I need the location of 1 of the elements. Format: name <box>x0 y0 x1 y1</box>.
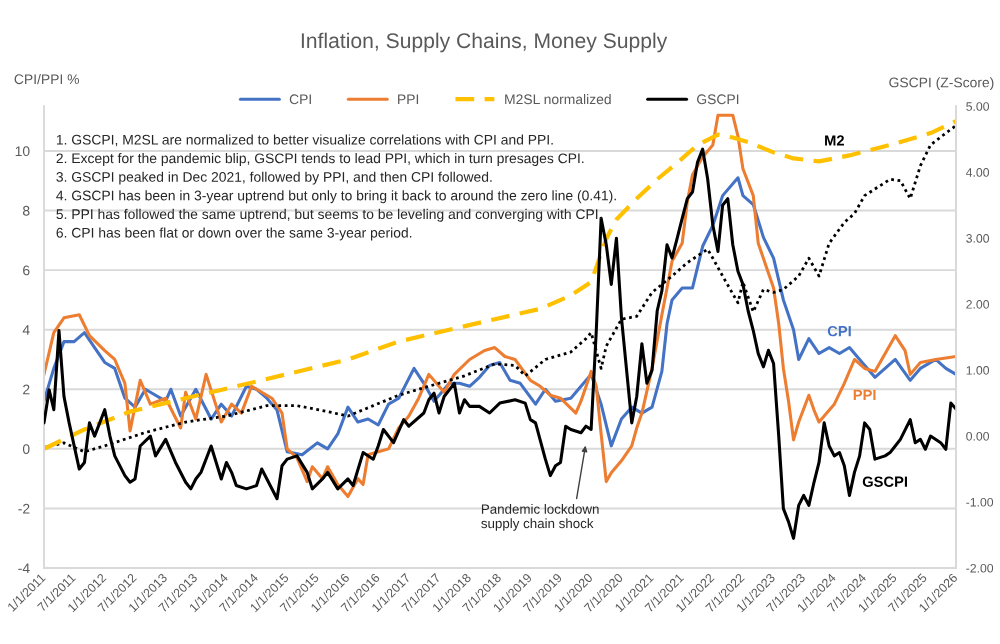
chart-title: Inflation, Supply Chains, Money Supply <box>301 32 668 53</box>
